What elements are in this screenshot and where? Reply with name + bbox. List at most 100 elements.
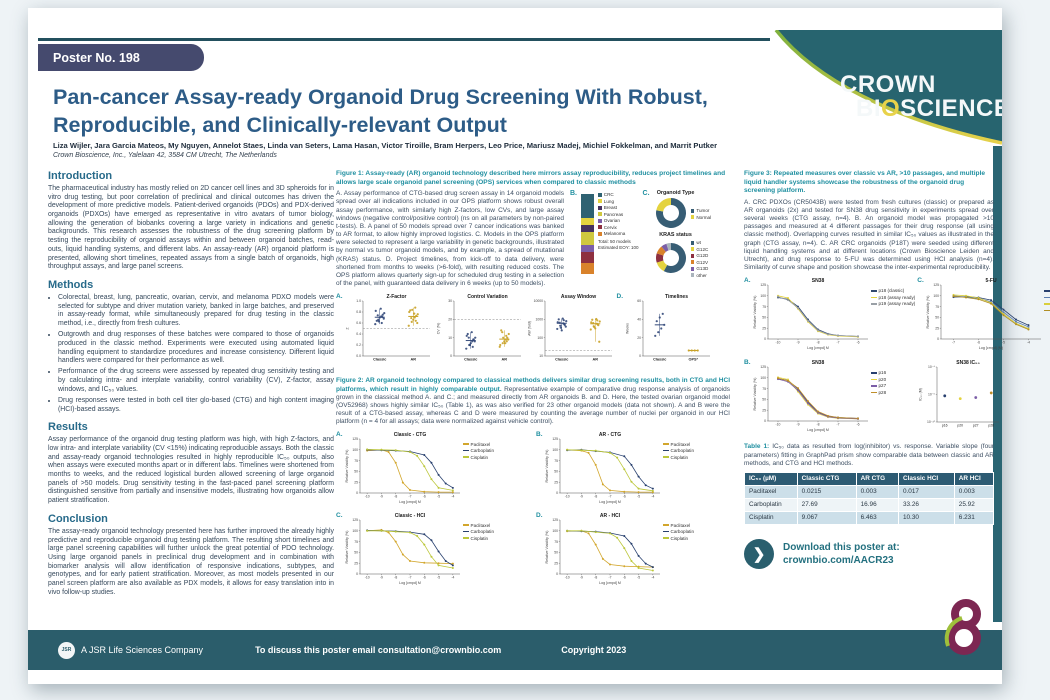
svg-text:AR - CTG: AR - CTG bbox=[598, 432, 620, 438]
svg-text:AR: AR bbox=[501, 358, 507, 362]
middle-column: Figure 1: Assay-ready (AR) organoid tech… bbox=[336, 170, 730, 590]
svg-text:Relative Viability (%): Relative Viability (%) bbox=[545, 449, 549, 482]
svg-text:IC₅₀ (M): IC₅₀ (M) bbox=[919, 388, 923, 401]
svg-text:-10: -10 bbox=[364, 575, 369, 579]
svg-text:-6: -6 bbox=[977, 341, 980, 345]
panel-letter: C. bbox=[917, 277, 924, 285]
methods-bullet: Performance of the drug screens were ass… bbox=[58, 368, 334, 394]
conclusion-body: The assay-ready organoid technology pres… bbox=[48, 527, 334, 596]
svg-text:Control Variation: Control Variation bbox=[467, 294, 507, 300]
svg-text:OPS*: OPS* bbox=[689, 358, 699, 362]
svg-text:100: 100 bbox=[352, 529, 358, 533]
stacked-bar bbox=[581, 194, 594, 275]
svg-text:Assay Window: Assay Window bbox=[560, 294, 595, 300]
intro-body: The pharmaceutical industry has mostly r… bbox=[48, 185, 334, 271]
svg-text:30: 30 bbox=[448, 300, 452, 304]
footer-copyright: Copyright 2023 bbox=[561, 645, 627, 655]
crownbio-8-mark-icon bbox=[944, 599, 981, 655]
svg-text:AW (fold): AW (fold) bbox=[527, 321, 531, 336]
svg-text:0: 0 bbox=[937, 338, 939, 342]
table-header-row: IC₅₀ (µM) Classic CTG AR CTG Classic HCI AR … bbox=[744, 471, 995, 486]
sn38-classic-vs-ar-chart: A. SN38 0 25 50 75 100 125 -10 -9 -8 -7 -6 Relative V… bbox=[744, 276, 915, 355]
classic-hci-chart: C. Classic - HCI 0 25 50 75 100 125 -10 -9 -8 -7 -6 -… bbox=[336, 511, 530, 590]
svg-text:0: 0 bbox=[764, 338, 766, 342]
svg-text:100: 100 bbox=[552, 448, 558, 452]
figure1-chart-row: A. Z-Factor 0.0 0.2 0.4 0.6 0.8 1.0 Z Classic AR C… bbox=[336, 292, 730, 371]
right-edge-strip bbox=[993, 146, 1002, 622]
left-column: Introduction The pharmaceutical industry… bbox=[48, 170, 334, 604]
svg-text:75: 75 bbox=[554, 539, 558, 543]
svg-text:50: 50 bbox=[354, 550, 358, 554]
svg-text:-9: -9 bbox=[796, 423, 799, 427]
chart-canvas bbox=[655, 198, 686, 229]
chart-legend: p16 p20 p27 p28 bbox=[870, 370, 886, 395]
svg-text:-4: -4 bbox=[651, 494, 654, 498]
chart-canvas: Classic - CTG 0 25 50 75 100 125 -10 -9 -8 -7 -6 -5 -… bbox=[345, 432, 460, 504]
svg-text:125: 125 bbox=[352, 518, 358, 522]
svg-text:10: 10 bbox=[448, 336, 452, 340]
svg-text:25: 25 bbox=[762, 327, 766, 331]
svg-text:100: 100 bbox=[760, 294, 766, 298]
svg-text:SN38: SN38 bbox=[811, 278, 824, 284]
chart-canvas: Control Variation 0 10 20 30 CV (%) Classic AR bbox=[436, 294, 521, 362]
panel-letter: D. bbox=[616, 293, 624, 301]
svg-text:p20: p20 bbox=[958, 424, 964, 428]
panel-letter: A. bbox=[336, 430, 343, 438]
svg-text:Classic - HCI: Classic - HCI bbox=[394, 513, 425, 519]
chart-canvas: Timelines 0 20 40 60 Weeks Classic OPS* bbox=[626, 294, 710, 362]
affiliation-line: Crown Bioscience, Inc., Yalelaan 42, 358… bbox=[53, 152, 277, 159]
svg-text:0.4: 0.4 bbox=[356, 333, 361, 337]
svg-text:-7: -7 bbox=[408, 575, 411, 579]
svg-text:AR: AR bbox=[410, 358, 416, 362]
svg-text:50: 50 bbox=[354, 469, 358, 473]
figure1-panelC-label: C. bbox=[642, 190, 650, 198]
svg-text:CROWN: CROWN bbox=[840, 71, 936, 98]
sn38-passages-chart: B. SN38 0 25 50 75 100 125 -10 -9 -8 -7 -6 Relative V… bbox=[744, 358, 915, 437]
svg-text:BIOSCIENCE: BIOSCIENCE bbox=[856, 95, 1002, 122]
svg-text:100: 100 bbox=[352, 448, 358, 452]
svg-text:-4: -4 bbox=[651, 575, 654, 579]
figure1-indication-stackbar: CRC Lung Breast Pancreas Ovarian Cervix Melano… bbox=[581, 190, 639, 288]
chart-legend: Fluent - CBLDFelix - CBLDApricot - CBLDA… bbox=[1043, 288, 1050, 313]
svg-text:1000: 1000 bbox=[535, 318, 543, 322]
svg-text:p16: p16 bbox=[942, 424, 948, 428]
svg-text:CV (%): CV (%) bbox=[436, 323, 440, 335]
footer-contact: To discuss this poster email consultatio… bbox=[255, 645, 502, 655]
svg-text:Relative Viability (%): Relative Viability (%) bbox=[545, 530, 549, 563]
chart-canvas bbox=[655, 242, 686, 273]
svg-text:Classic: Classic bbox=[373, 358, 386, 362]
figure3-chart-grid: A. SN38 0 25 50 75 100 125 -10 -9 -8 -7 -6 Relative V… bbox=[744, 276, 1050, 437]
svg-text:p27: p27 bbox=[973, 424, 979, 428]
svg-text:0: 0 bbox=[450, 355, 452, 359]
crown-bioscience-logo: CROWN BIOSCIENCE bbox=[774, 30, 1002, 145]
poster-sheet: Poster No. 198 CROWN BIOSCIENCE Pan-canc… bbox=[28, 8, 1050, 684]
kras-status-donut: KRAS status wt G12C G12D G12V G13D other bbox=[654, 232, 712, 278]
svg-text:Z-Factor: Z-Factor bbox=[386, 294, 406, 300]
svg-text:-9: -9 bbox=[379, 575, 382, 579]
chart-canvas: SN38 0 25 50 75 100 125 -10 -9 -8 -7 -6 Relative Via… bbox=[753, 278, 868, 351]
svg-text:Classic: Classic bbox=[653, 358, 666, 362]
download-url: crownbio.com/AACR23 bbox=[783, 554, 894, 566]
methods-heading: Methods bbox=[48, 278, 94, 291]
svg-text:100: 100 bbox=[760, 376, 766, 380]
svg-text:-6: -6 bbox=[856, 341, 859, 345]
chart-legend: Paclitaxel Carboplatin Cisplatin bbox=[462, 523, 494, 541]
figure2-caption: Figure 2: AR organoid technology compare… bbox=[336, 377, 730, 426]
classic-ctg-chart: A. Classic - CTG 0 25 50 75 100 125 -10 -9 -8 -7 -6 -… bbox=[336, 430, 530, 509]
svg-text:Log [cmpd] M: Log [cmpd] M bbox=[599, 500, 621, 504]
svg-text:1.0: 1.0 bbox=[356, 300, 361, 304]
chart-legend: p18 (classic) p18 (assay ready) p19 (assay… bbox=[870, 288, 915, 306]
svg-text:20: 20 bbox=[637, 336, 641, 340]
svg-text:25: 25 bbox=[354, 480, 358, 484]
svg-text:Classic: Classic bbox=[555, 358, 568, 362]
table-row: Carboplatin 27.69 16.96 33.26 25.92 bbox=[744, 497, 995, 512]
svg-text:125: 125 bbox=[352, 437, 358, 441]
svg-text:0.6: 0.6 bbox=[356, 322, 361, 326]
svg-text:-5: -5 bbox=[637, 575, 640, 579]
svg-text:75: 75 bbox=[354, 458, 358, 462]
svg-text:25: 25 bbox=[762, 409, 766, 413]
organoid-type-donut: Organoid Type Tumor Normal bbox=[654, 190, 711, 230]
control-variation-chart: Control Variation 0 10 20 30 CV (%) Classic AR bbox=[435, 292, 523, 371]
svg-text:-7: -7 bbox=[952, 341, 955, 345]
svg-text:Log [cmpd] M: Log [cmpd] M bbox=[399, 581, 421, 585]
